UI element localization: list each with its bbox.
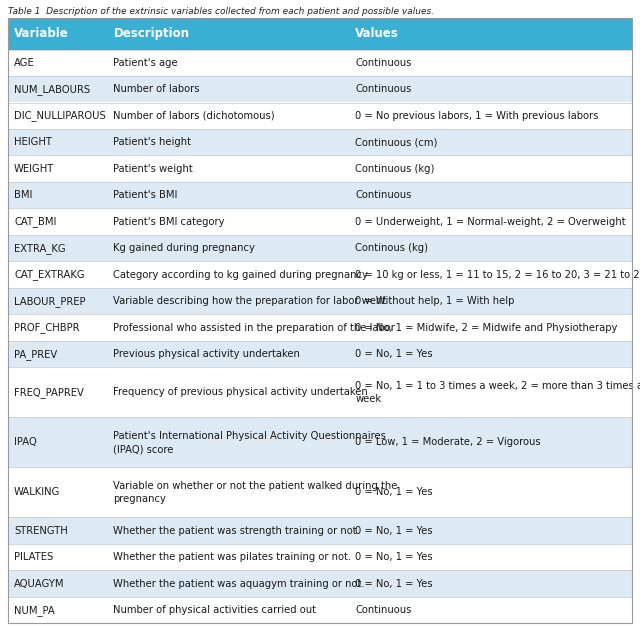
Text: Continuous: Continuous [355,58,412,68]
Bar [8,468,632,518]
Bar [8,418,632,468]
Text: Number of labors (dichotomous): Number of labors (dichotomous) [113,111,275,121]
Text: Kg gained during pregnancy: Kg gained during pregnancy [113,244,255,254]
Text: PA_PREV: PA_PREV [14,349,57,360]
Text: Variable on whether or not the patient walked during the
pregnancy: Variable on whether or not the patient w… [113,481,398,504]
Text: 0 = Without help, 1 = With help: 0 = Without help, 1 = With help [355,296,515,306]
Text: WEIGHT: WEIGHT [14,164,54,174]
Bar [8,235,632,262]
Bar [8,367,632,418]
Text: STRENGTH: STRENGTH [14,526,68,536]
Text: Previous physical activity undertaken: Previous physical activity undertaken [113,349,300,359]
Text: Variable: Variable [14,28,68,40]
Text: 0 = No, 1 = Midwife, 2 = Midwife and Physiotherapy: 0 = No, 1 = Midwife, 2 = Midwife and Phy… [355,323,618,333]
Text: Variable describing how the preparation for labor went: Variable describing how the preparation … [113,296,387,306]
Text: PROF_CHBPR: PROF_CHBPR [14,322,79,333]
Text: 0 = No, 1 = 1 to 3 times a week, 2 = more than 3 times a
week: 0 = No, 1 = 1 to 3 times a week, 2 = mor… [355,381,640,404]
Text: 0 = No previous labors, 1 = With previous labors: 0 = No previous labors, 1 = With previou… [355,111,598,121]
Text: 0 = No, 1 = Yes: 0 = No, 1 = Yes [355,579,433,588]
Text: Number of labors: Number of labors [113,85,200,95]
Text: Frequency of previous physical activity undertaken: Frequency of previous physical activity … [113,387,368,398]
Text: Continous (kg): Continous (kg) [355,244,428,254]
Text: Table 1  Description of the extrinsic variables collected from each patient and : Table 1 Description of the extrinsic var… [8,7,434,16]
Text: NUM_LABOURS: NUM_LABOURS [14,84,90,95]
Text: Patient's International Physical Activity Questionnaires
(IPAQ) score: Patient's International Physical Activit… [113,431,387,454]
Bar [8,570,632,597]
Text: Whether the patient was strength training or not.: Whether the patient was strength trainin… [113,526,360,536]
Bar [8,182,632,208]
Text: Continuous (kg): Continuous (kg) [355,164,435,174]
Text: Patient's height: Patient's height [113,137,191,147]
Bar [8,49,632,76]
Text: 0 = No, 1 = Yes: 0 = No, 1 = Yes [355,488,433,498]
Text: 0 = No, 1 = Yes: 0 = No, 1 = Yes [355,349,433,359]
Text: Continuous (cm): Continuous (cm) [355,137,438,147]
Text: Patient's BMI: Patient's BMI [113,190,178,200]
Text: WALKING: WALKING [14,488,60,498]
Bar [8,155,632,182]
Bar [8,288,632,314]
Text: IPAQ: IPAQ [14,438,36,448]
Text: Whether the patient was aquagym training or not.: Whether the patient was aquagym training… [113,579,365,588]
Text: EXTRA_KG: EXTRA_KG [14,243,66,254]
Text: AQUAGYM: AQUAGYM [14,579,65,588]
Bar [8,544,632,570]
Text: CAT_BMI: CAT_BMI [14,217,56,227]
Text: BMI: BMI [14,190,33,200]
Text: FREQ_PAPREV: FREQ_PAPREV [14,387,84,398]
Text: Patient's weight: Patient's weight [113,164,193,174]
Text: Continuous: Continuous [355,85,412,95]
Text: AGE: AGE [14,58,35,68]
Text: LABOUR_PREP: LABOUR_PREP [14,296,86,307]
Text: 0 = No, 1 = Yes: 0 = No, 1 = Yes [355,526,433,536]
Bar [8,103,632,129]
Bar [8,76,632,103]
Text: DIC_NULLIPAROUS: DIC_NULLIPAROUS [14,110,106,121]
Text: Values: Values [355,28,399,40]
Bar [8,262,632,288]
Bar [8,18,632,49]
Text: 0 = 10 kg or less, 1 = 11 to 15, 2 = 16 to 20, 3 = 21 to 25: 0 = 10 kg or less, 1 = 11 to 15, 2 = 16 … [355,270,640,280]
Text: 0 = Low, 1 = Moderate, 2 = Vigorous: 0 = Low, 1 = Moderate, 2 = Vigorous [355,438,541,448]
Text: Continuous: Continuous [355,605,412,615]
Text: 0 = Underweight, 1 = Normal-weight, 2 = Overweight: 0 = Underweight, 1 = Normal-weight, 2 = … [355,217,626,227]
Text: Patient's BMI category: Patient's BMI category [113,217,225,227]
Bar [8,597,632,623]
Text: Patient's age: Patient's age [113,58,178,68]
Text: PILATES: PILATES [14,552,53,562]
Text: Number of physical activities carried out: Number of physical activities carried ou… [113,605,316,615]
Text: Continuous: Continuous [355,190,412,200]
Text: Category according to kg gained during pregnancy: Category according to kg gained during p… [113,270,369,280]
Bar [8,314,632,341]
Bar [8,518,632,544]
Bar [8,208,632,235]
Text: CAT_EXTRAKG: CAT_EXTRAKG [14,269,84,280]
Bar [8,129,632,155]
Text: 0 = No, 1 = Yes: 0 = No, 1 = Yes [355,552,433,562]
Text: Whether the patient was pilates training or not.: Whether the patient was pilates training… [113,552,351,562]
Text: HEIGHT: HEIGHT [14,137,52,147]
Text: Professional who assisted in the preparation of the labor: Professional who assisted in the prepara… [113,323,396,333]
Bar [8,341,632,367]
Text: Description: Description [113,28,189,40]
Text: NUM_PA: NUM_PA [14,605,55,616]
